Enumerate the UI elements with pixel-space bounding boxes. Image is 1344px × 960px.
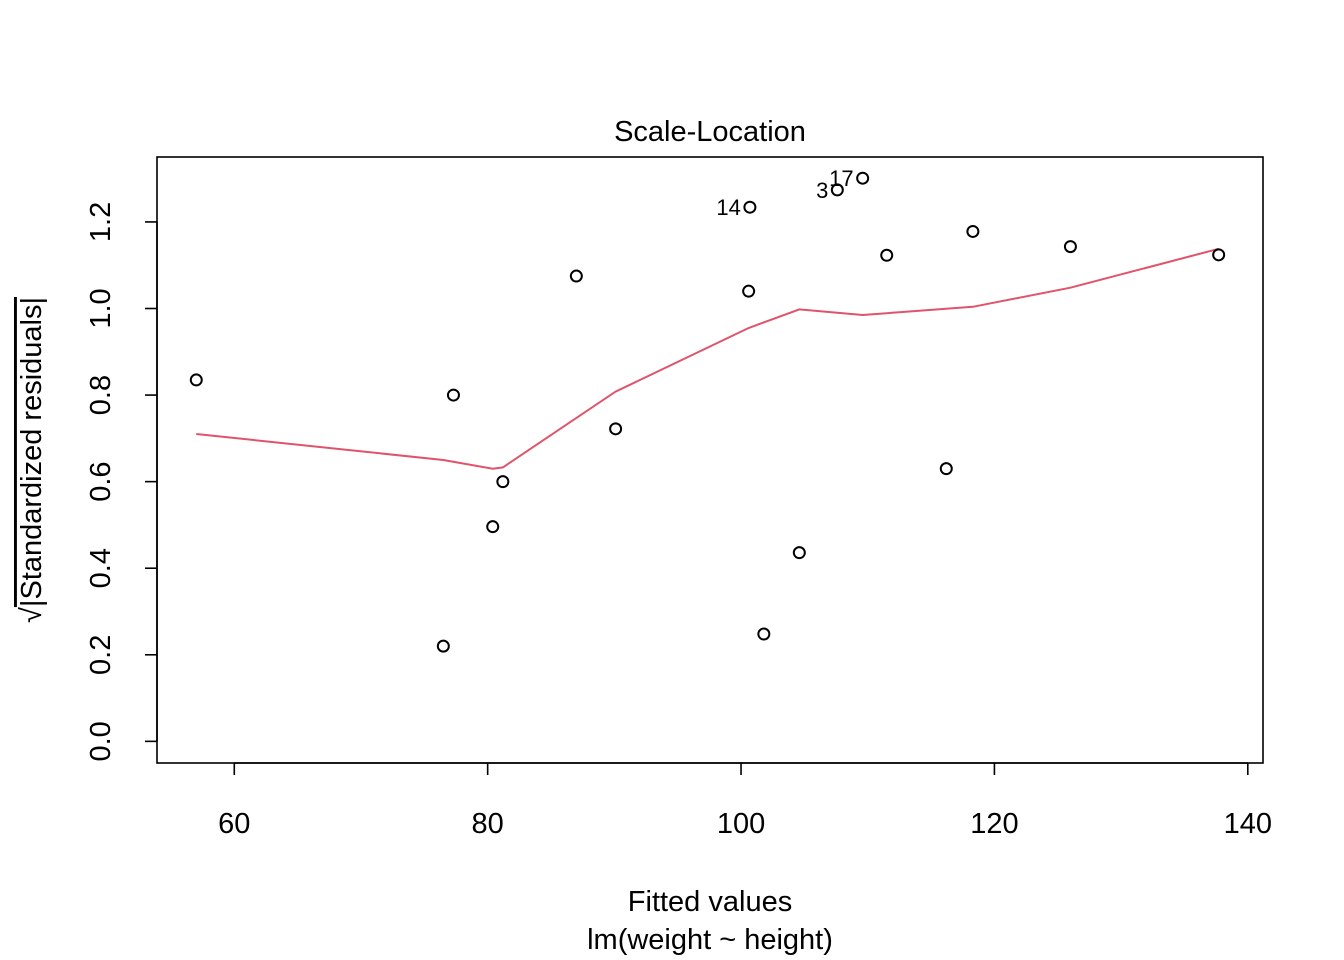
data-point <box>742 284 756 298</box>
y-axis: 0.0 0.2 0.4 0.6 0.8 1.0 1.2 <box>85 202 158 762</box>
x-tick-label: 80 <box>472 808 504 840</box>
chart-title: Scale-Location <box>614 116 806 148</box>
data-point <box>1212 248 1226 262</box>
y-tick-label: 0.0 <box>85 721 117 761</box>
y-axis-label-group: √|Standardized residuals| <box>16 297 48 623</box>
data-point <box>609 422 623 436</box>
data-point <box>939 462 953 476</box>
point-id-label: 3 <box>816 178 828 203</box>
x-axis: 60 80 100 120 140 <box>218 762 1272 840</box>
x-tick-label: 60 <box>218 808 250 840</box>
data-point <box>1063 240 1077 254</box>
data-point <box>569 269 583 283</box>
y-tick-label: 1.0 <box>85 288 117 328</box>
y-tick-label: 0.6 <box>85 461 117 501</box>
y-axis-label-text: |Standardized residuals| <box>16 297 48 607</box>
data-point <box>757 627 771 641</box>
data-point <box>446 388 460 402</box>
smooth-layer <box>196 247 1219 470</box>
x-tick-label: 100 <box>717 808 765 840</box>
x-tick-label: 120 <box>970 808 1018 840</box>
x-tick-label: 140 <box>1224 808 1272 840</box>
chart-subtitle: lm(weight ~ height) <box>587 924 833 956</box>
data-point <box>189 373 203 387</box>
smooth-trend-line <box>196 247 1219 470</box>
y-axis-label-radical: √ <box>16 607 48 623</box>
data-point <box>830 183 844 197</box>
data-point <box>966 224 980 238</box>
data-point <box>496 475 510 489</box>
data-point <box>880 248 894 262</box>
x-axis-label: Fitted values <box>628 886 792 918</box>
point-labels-layer: 14 3 17 <box>716 166 853 220</box>
data-point <box>486 520 500 534</box>
y-tick-label: 0.2 <box>85 635 117 675</box>
data-point <box>743 200 757 214</box>
point-id-label: 17 <box>829 166 853 191</box>
y-tick-label: 0.8 <box>85 375 117 415</box>
y-tick-label: 1.2 <box>85 202 117 242</box>
points-layer <box>189 171 1226 653</box>
data-point <box>856 171 870 185</box>
y-axis-label: √|Standardized residuals| <box>16 297 48 623</box>
y-tick-label: 0.4 <box>85 548 117 588</box>
point-id-label: 14 <box>716 195 740 220</box>
data-point <box>792 546 806 560</box>
data-point <box>436 639 450 653</box>
